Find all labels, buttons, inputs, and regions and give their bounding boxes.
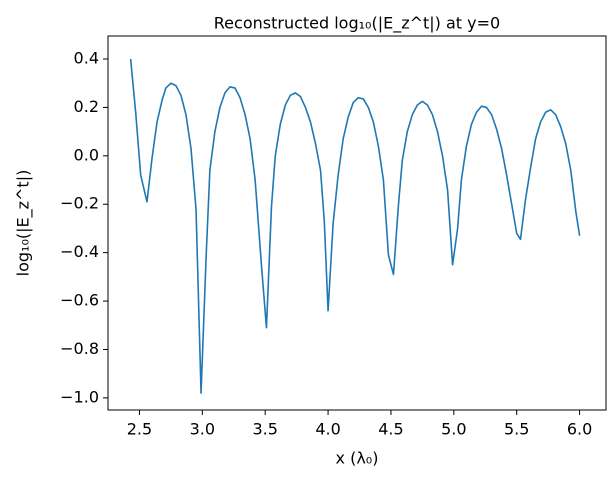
x-tick-label: 4.0 — [315, 420, 340, 439]
x-tick-label: 5.0 — [441, 420, 466, 439]
x-tick-label: 4.5 — [378, 420, 403, 439]
chart-title: Reconstructed log₁₀(|E_z^t|) at y=0 — [214, 14, 500, 34]
plot-frame — [107, 35, 607, 411]
y-tick-label: −0.4 — [60, 242, 99, 261]
y-tick-label: 0.2 — [74, 97, 99, 116]
y-tick-label: −0.2 — [60, 194, 99, 213]
y-tick-label: −1.0 — [60, 387, 99, 406]
y-tick-label: −0.6 — [60, 291, 99, 310]
line — [129, 58, 581, 394]
x-tick-label: 2.5 — [127, 420, 152, 439]
x-tick-label: 3.0 — [190, 420, 215, 439]
y-tick-label: 0.4 — [74, 48, 99, 67]
x-tick-label: 5.5 — [504, 420, 529, 439]
x-axis-label: x (λ₀) — [336, 449, 379, 468]
x-tick-label: 3.5 — [252, 420, 277, 439]
x-tick-label: 6.0 — [567, 420, 592, 439]
y-tick-label: 0.0 — [74, 145, 99, 164]
y-tick-label: −0.8 — [60, 339, 99, 358]
y-axis-label: log₁₀(|E_z^t|) — [14, 170, 34, 277]
